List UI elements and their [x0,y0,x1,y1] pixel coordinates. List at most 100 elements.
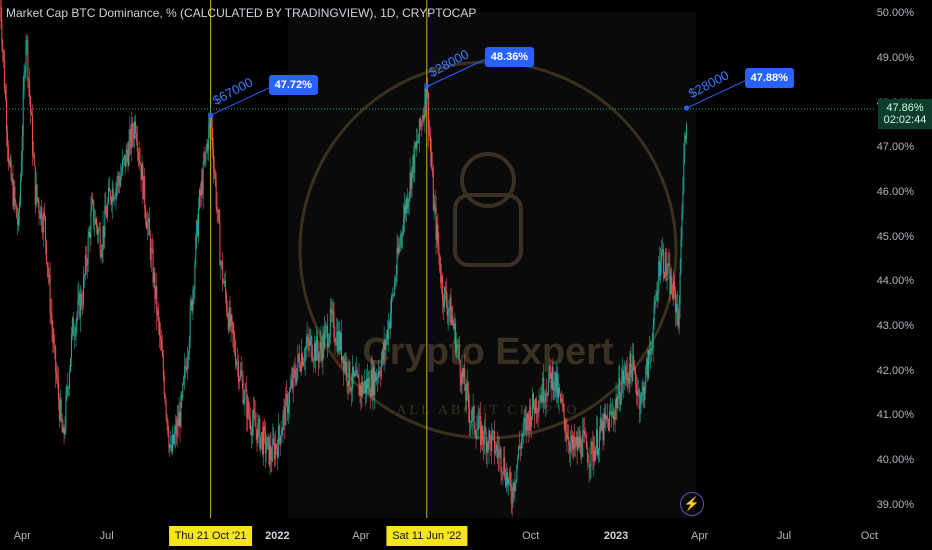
candle-body-139 [128,141,130,166]
candle-body-531 [492,430,494,433]
candle-body-69 [63,427,65,435]
candle-body-282 [261,432,263,437]
candle-body-179 [165,402,167,415]
candle-body-535 [495,444,497,452]
x-tick-label: Oct [522,530,540,542]
candle-body-1 [0,0,2,21]
candle-body-261 [241,375,243,381]
candle-body-111 [102,225,104,250]
candle-body-539 [499,449,501,451]
candle-body-331 [306,337,308,346]
candle-body-685 [635,370,637,384]
candle-body-76 [70,358,72,372]
candle-body-92 [84,254,86,276]
candle-body-431 [399,243,401,247]
candle-body-323 [299,357,301,368]
candle-body-246 [227,316,229,330]
candle-body-646 [598,431,600,450]
candle-body-290 [268,436,270,465]
candle-body-29 [26,39,28,41]
candle-body-89 [82,304,84,306]
candle-body-726 [673,281,675,299]
candle-body-34 [31,112,33,116]
last-price-value: 47.86% [886,101,924,114]
candle-body-461 [427,92,429,94]
candle-body-174 [160,339,162,351]
candle-body-109 [100,253,102,257]
y-tick-label: 39.00% [876,498,914,511]
annotation-callout: 48.36% [484,46,535,67]
candle-body-407 [377,376,379,378]
candle-body-561 [520,447,522,449]
candle-body-171 [158,310,160,322]
candle-body-267 [247,400,249,419]
candle-body-571 [529,406,531,431]
candle-body-641 [594,450,596,461]
candle-body-340 [314,343,316,361]
lightning-icon[interactable]: ⚡ [680,492,704,516]
candle-body-378 [350,389,352,392]
candle-body-269 [249,416,251,420]
candle-body-611 [566,432,568,439]
y-tick-label: 41.00% [876,409,914,422]
candle-body-346 [320,341,322,349]
candle-body-338 [313,359,315,361]
candle-body-540 [500,449,502,472]
candle-body-229 [211,127,213,150]
candle-body-505 [468,390,470,408]
candle-body-466 [431,167,433,171]
candle-body-5 [4,60,6,91]
candle-body-47 [43,212,45,233]
candle-body-306 [283,406,285,415]
candle-body-459 [425,88,427,105]
candle-body-279 [258,418,260,424]
candle-body-483 [447,311,449,316]
candle-body-515 [477,427,479,431]
candle-body-356 [329,308,331,336]
candle-body-358 [331,310,333,314]
candle-body-556 [515,479,517,485]
candle-body-128 [118,175,120,182]
candle-body-194 [179,412,181,428]
candle-body-230 [212,149,214,169]
candle-body-252 [233,333,235,339]
candle-body-7 [5,98,7,132]
candle-body-134 [123,154,125,159]
candle-body-475 [440,270,442,283]
candle-body-175 [161,350,163,357]
candle-body-37 [33,154,35,166]
candle-body-255 [236,361,238,366]
candle-body-186 [172,434,174,452]
candle-body-723 [670,276,672,294]
candle-body-614 [569,445,571,452]
chart-title: Market Cap BTC Dominance, % (CALCULATED … [6,6,477,20]
candle-body-502 [465,390,467,401]
candle-body-71 [65,395,67,429]
candle-body-558 [517,458,519,466]
candle-body-256 [237,361,239,363]
candle-body-365 [338,331,340,353]
candle-body-588 [545,393,547,402]
candle-body-148 [136,141,138,152]
candle-body-674 [624,365,626,377]
candle-body-625 [579,436,581,447]
candle-body-629 [583,430,585,434]
candle-body-353 [327,325,329,347]
candle-body-307 [284,406,286,426]
candle-body-68 [62,427,64,433]
candle-body-701 [649,348,651,355]
candle-body-664 [615,397,617,408]
candle-body-324 [300,367,302,372]
candle-body-145 [134,121,136,139]
candle-body-697 [646,358,648,369]
candle-body-168 [155,286,157,299]
candle-body-372 [344,358,346,371]
candle-body-355 [328,335,330,344]
candle-body-293 [271,460,273,462]
candle-body-447 [414,143,416,173]
candle-body-284 [262,426,264,455]
y-tick-label: 42.00% [876,364,914,377]
candle-body-389 [360,385,362,396]
candle-body-102 [94,224,96,225]
candle-body-93 [85,254,87,266]
